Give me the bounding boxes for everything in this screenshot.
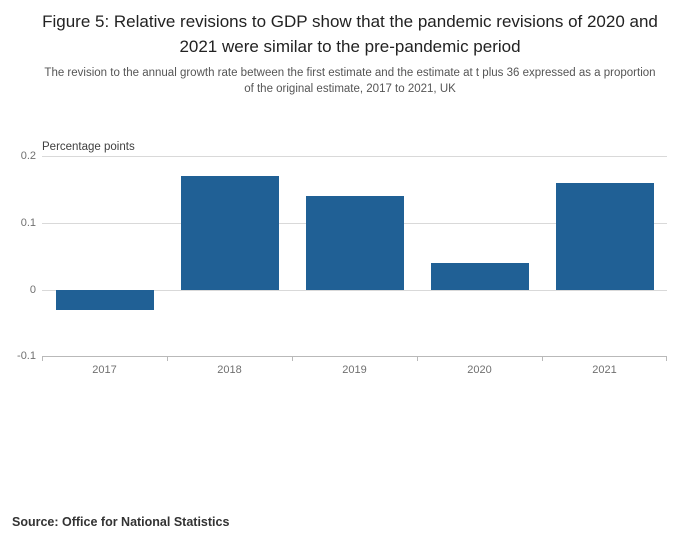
bar-2020 xyxy=(431,263,529,290)
bar-2017 xyxy=(56,289,154,310)
figure-subtitle: The revision to the annual growth rate b… xyxy=(44,67,656,96)
plot-area: 0.2 0.1 0 -0.1 2017 2018 2019 2020 2021 xyxy=(17,150,667,376)
x-axis-tick xyxy=(292,356,293,362)
source-note: Source: Office for National Statistics xyxy=(12,515,230,529)
y-tick-label: 0.2 xyxy=(20,150,36,163)
y-tick-label: 0 xyxy=(29,283,36,296)
x-axis-line xyxy=(42,356,667,358)
x-tick-label: 2017 xyxy=(92,364,117,377)
bar-2019 xyxy=(306,196,404,290)
x-axis-tick xyxy=(417,356,418,362)
y-axis-title: Percentage points xyxy=(42,141,135,154)
y-tick-label: 0.1 xyxy=(20,217,36,230)
x-axis-tick xyxy=(542,356,543,362)
bar-chart: Percentage points 0.2 0.1 0 -0.1 2017 2018 201… xyxy=(17,141,667,376)
x-axis-tick xyxy=(42,356,43,362)
x-tick-label: 2020 xyxy=(467,364,492,377)
x-tick-label: 2018 xyxy=(217,364,242,377)
figure-title: Figure 5: Relative revisions to GDP show… xyxy=(42,12,658,56)
y-tick-label: -0.1 xyxy=(17,350,36,363)
x-axis-tick xyxy=(167,356,168,362)
gridline xyxy=(42,156,667,158)
bar-2021 xyxy=(556,183,654,290)
bar-2018 xyxy=(181,176,279,290)
x-axis-tick xyxy=(666,356,667,362)
x-tick-label: 2019 xyxy=(342,364,367,377)
x-tick-label: 2021 xyxy=(592,364,617,377)
gridline xyxy=(42,289,667,291)
